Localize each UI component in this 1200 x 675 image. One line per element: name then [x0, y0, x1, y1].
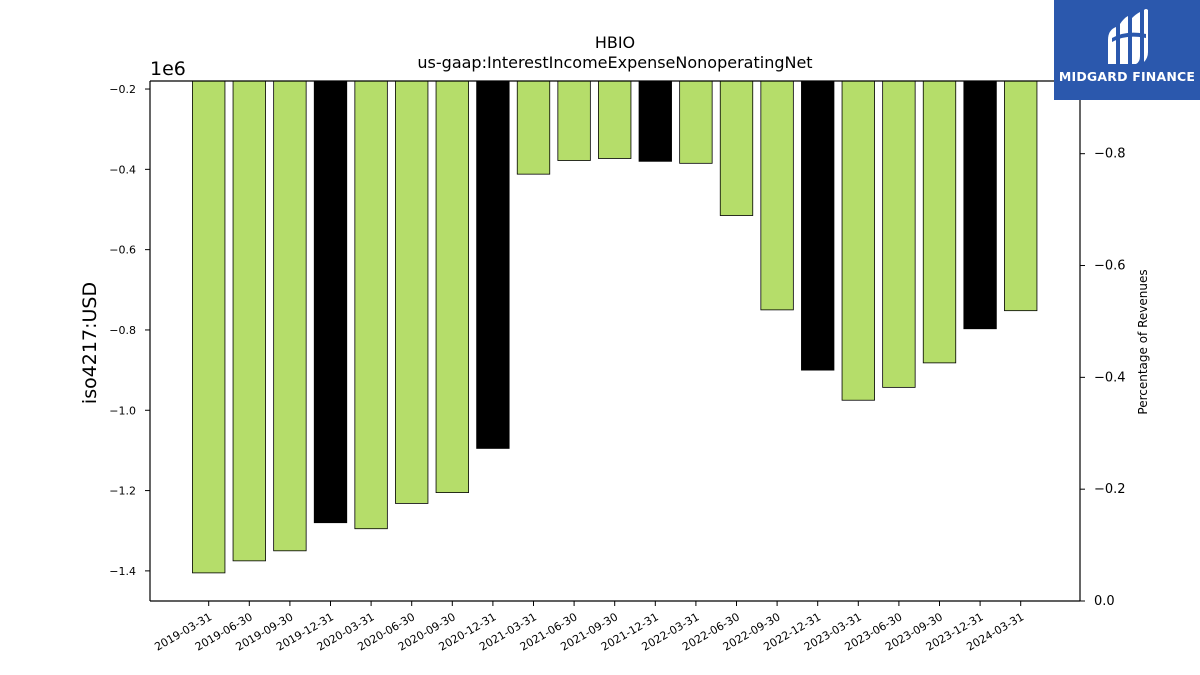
bar-2023-09-30	[922, 80, 957, 364]
chart-title: HBIO	[595, 33, 635, 52]
y-axis-label: iso4217:USD	[79, 282, 101, 404]
y2-ticks-group: 0.0 −0.2 −0.4 −0.6 −0.8	[1080, 147, 1126, 609]
bar-2019-03-31	[192, 80, 226, 574]
y-offset-label: 1e6	[150, 58, 186, 80]
bar-2019-12-31	[313, 80, 348, 524]
bar-2022-06-30	[719, 80, 754, 216]
y-tick-label: −1.4	[109, 565, 136, 578]
y-tick-label: −0.6	[109, 244, 136, 257]
bar-2021-03-31	[516, 80, 551, 175]
bar-2020-03-31	[354, 80, 388, 530]
bar-2021-06-30	[557, 80, 591, 161]
bar-2020-12-31	[476, 80, 510, 449]
y-tick-label: −0.8	[109, 324, 136, 337]
y2-tick-label: −0.4	[1094, 370, 1126, 385]
midgard-logo-icon	[1108, 9, 1148, 64]
bar-2020-09-30	[435, 80, 469, 493]
bar-2023-06-30	[882, 80, 916, 388]
bar-2022-03-31	[679, 80, 713, 164]
bar-2021-12-31	[638, 80, 672, 162]
bar-2023-03-31	[841, 80, 875, 401]
bar-2022-09-30	[760, 80, 794, 311]
y2-tick-label: −0.8	[1094, 147, 1126, 162]
y-tick-label: −1.2	[109, 485, 136, 498]
y2-tick-label: 0.0	[1094, 594, 1115, 609]
x-ticks-group: 2019-03-312019-06-302019-09-302019-12-31…	[152, 601, 1026, 654]
bar-2019-06-30	[232, 80, 266, 562]
logo-text: MIDGARD FINANCE	[1058, 69, 1196, 84]
logo: MIDGARD FINANCE	[1054, 0, 1200, 100]
y-tick-label: −0.2	[109, 83, 136, 96]
bar-2021-09-30	[598, 80, 632, 159]
y-ticks-group: −0.2 −0.4 −0.6 −0.8 −1.0 −1.2 −1.4	[109, 83, 150, 578]
chart-subtitle: us-gaap:InterestIncomeExpenseNonoperatin…	[417, 53, 812, 72]
bar-2024-03-31	[1004, 80, 1038, 312]
bar-2023-12-31	[963, 80, 997, 330]
bars-group	[192, 80, 1038, 574]
bar-2020-06-30	[395, 80, 429, 504]
bar-2022-12-31	[801, 80, 835, 371]
y-tick-label: −0.4	[109, 163, 136, 176]
y2-axis-label: Percentage of Revenues	[1136, 269, 1150, 414]
bar-2019-09-30	[273, 80, 307, 552]
y2-tick-label: −0.6	[1094, 259, 1126, 274]
y2-tick-label: −0.2	[1094, 482, 1126, 497]
y-tick-label: −1.0	[109, 404, 136, 417]
